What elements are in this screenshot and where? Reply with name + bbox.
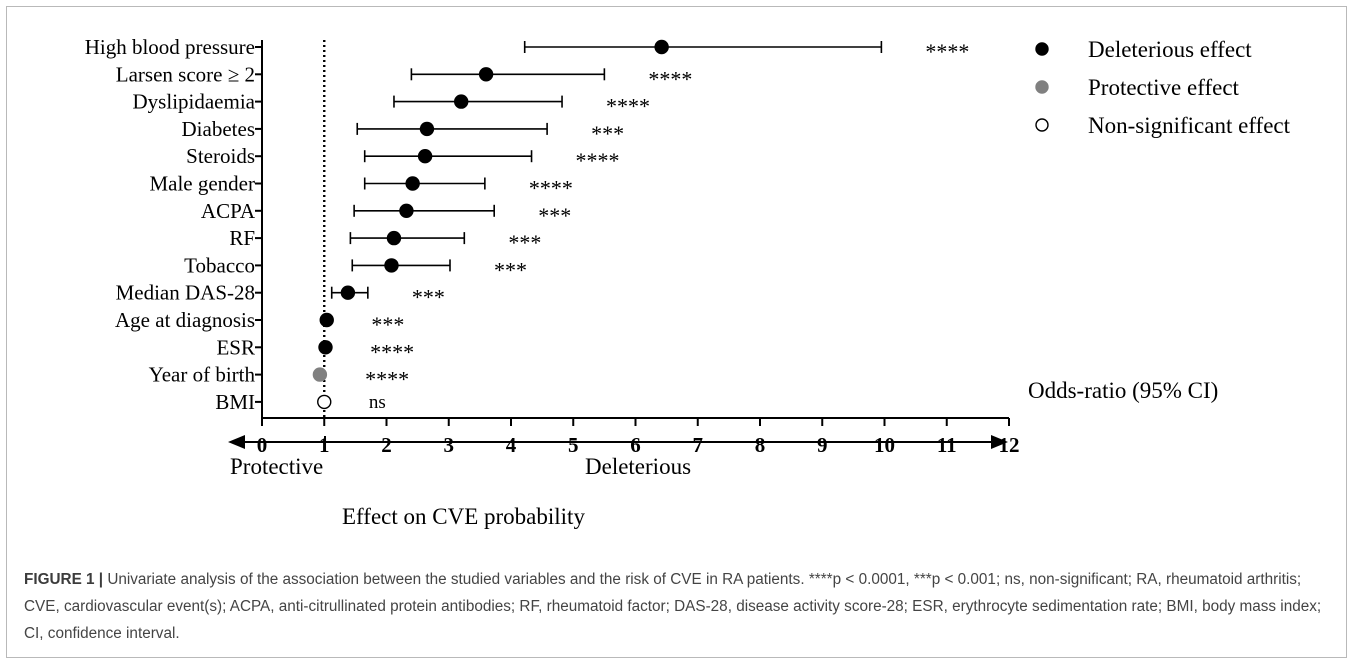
effect-arrow bbox=[228, 435, 1008, 449]
x-tick-label: 3 bbox=[444, 433, 455, 457]
figure-caption: FIGURE 1 | Univariate analysis of the as… bbox=[24, 566, 1329, 647]
row-label: High blood pressure bbox=[85, 35, 255, 59]
point-estimate bbox=[399, 203, 414, 219]
point-estimate bbox=[319, 312, 334, 328]
significance-label: **** bbox=[365, 367, 409, 392]
significance-label: *** bbox=[412, 285, 445, 310]
x-tick-label: 9 bbox=[817, 433, 828, 457]
row-label: Steroids bbox=[186, 144, 255, 168]
row-rf: RF *** bbox=[229, 226, 541, 255]
row-age-at-diagnosis: Age at diagnosis *** bbox=[115, 308, 404, 337]
significance-label: *** bbox=[591, 121, 624, 146]
row-label: RF bbox=[229, 226, 255, 250]
point-estimate bbox=[318, 340, 333, 355]
significance-label: *** bbox=[538, 203, 571, 228]
caption-text: Univariate analysis of the association b… bbox=[24, 571, 1322, 642]
significance-label: **** bbox=[529, 176, 573, 201]
x-tick-label: 4 bbox=[506, 433, 517, 457]
legend-label: Non-significant effect bbox=[1088, 113, 1291, 138]
significance-label: *** bbox=[508, 230, 541, 255]
x-tick-label: 2 bbox=[381, 433, 392, 457]
point-estimate bbox=[386, 230, 402, 246]
legend-label: Protective effect bbox=[1088, 75, 1240, 100]
point-estimate bbox=[478, 67, 494, 82]
row-steroids: Steroids **** bbox=[186, 144, 619, 173]
row-acpa: ACPA *** bbox=[201, 199, 571, 228]
significance-label: *** bbox=[494, 257, 527, 282]
row-year-of-birth: Year of birth **** bbox=[149, 363, 409, 392]
significance-label: **** bbox=[925, 39, 969, 64]
legend-marker bbox=[1035, 118, 1049, 132]
legend-marker bbox=[1035, 80, 1049, 94]
row-label: ESR bbox=[216, 335, 255, 359]
legend-label: Deleterious effect bbox=[1088, 37, 1252, 62]
legend-marker bbox=[1035, 42, 1049, 56]
row-esr: ESR **** bbox=[216, 335, 414, 364]
row-diabetes: Diabetes *** bbox=[182, 117, 625, 146]
arrow-label-protective: Protective bbox=[230, 454, 323, 479]
row-larsen-score-2: Larsen score ≥ 2 **** bbox=[116, 62, 693, 91]
x-tick-label: 7 bbox=[693, 433, 704, 457]
row-label: Diabetes bbox=[182, 117, 255, 141]
x-axis: 0123456789101112 bbox=[257, 40, 1020, 457]
row-dyslipidaemia: Dyslipidaemia **** bbox=[133, 90, 651, 119]
significance-label: *** bbox=[371, 312, 404, 337]
row-label: Larsen score ≥ 2 bbox=[116, 62, 255, 86]
point-estimate bbox=[417, 148, 433, 164]
significance-label: ns bbox=[369, 392, 386, 413]
point-estimate bbox=[454, 94, 469, 109]
point-estimate bbox=[405, 176, 420, 191]
rows-layer: High blood pressure **** Larsen score ≥ 2 *… bbox=[85, 35, 970, 418]
row-label: Year of birth bbox=[149, 363, 256, 387]
row-high-blood-pressure: High blood pressure **** bbox=[85, 35, 970, 64]
x-axis-title: Odds-ratio (95% CI) bbox=[1028, 378, 1218, 403]
x-tick-label: 10 bbox=[874, 433, 895, 457]
legend-item-protective: Protective effect bbox=[1035, 75, 1240, 100]
point-estimate bbox=[654, 39, 669, 55]
row-label: Dyslipidaemia bbox=[133, 90, 256, 114]
x-tick-label: 0 bbox=[257, 433, 268, 457]
x-tick-label: 5 bbox=[568, 433, 579, 457]
row-label: Male gender bbox=[149, 172, 255, 196]
significance-label: **** bbox=[576, 148, 620, 173]
legend-item-non-significant: Non-significant effect bbox=[1035, 113, 1291, 138]
row-label: BMI bbox=[215, 390, 255, 414]
point-estimate bbox=[317, 394, 332, 410]
row-male-gender: Male gender **** bbox=[149, 172, 572, 201]
point-estimate bbox=[340, 285, 356, 300]
row-bmi: BMI ns bbox=[215, 390, 385, 414]
row-label: Tobacco bbox=[184, 253, 255, 277]
arrow-label-deleterious: Deleterious bbox=[585, 454, 691, 479]
significance-label: **** bbox=[370, 339, 414, 364]
caption-label: FIGURE 1 | bbox=[24, 571, 104, 588]
row-tobacco: Tobacco *** bbox=[184, 253, 527, 282]
row-label: Age at diagnosis bbox=[115, 308, 255, 332]
significance-label: **** bbox=[648, 66, 692, 91]
x-tick-label: 6 bbox=[630, 433, 641, 457]
effect-title: Effect on CVE probability bbox=[342, 504, 585, 529]
significance-label: **** bbox=[606, 94, 650, 119]
legend: Deleterious effect Protective effect Non-s… bbox=[1035, 37, 1291, 138]
x-tick-label: 8 bbox=[755, 433, 766, 457]
x-tick-label: 12 bbox=[999, 433, 1020, 457]
legend-item-deleterious: Deleterious effect bbox=[1035, 37, 1252, 62]
figure-frame bbox=[6, 6, 1347, 658]
forest-plot: High blood pressure **** Larsen score ≥ 2 *… bbox=[85, 35, 1291, 529]
point-estimate bbox=[384, 258, 399, 273]
row-label: ACPA bbox=[201, 199, 256, 223]
x-tick-label: 11 bbox=[937, 433, 957, 457]
point-estimate bbox=[312, 367, 328, 382]
row-median-das-28: Median DAS-28 *** bbox=[116, 281, 445, 310]
row-label: Median DAS-28 bbox=[116, 281, 255, 305]
point-estimate bbox=[419, 121, 435, 137]
